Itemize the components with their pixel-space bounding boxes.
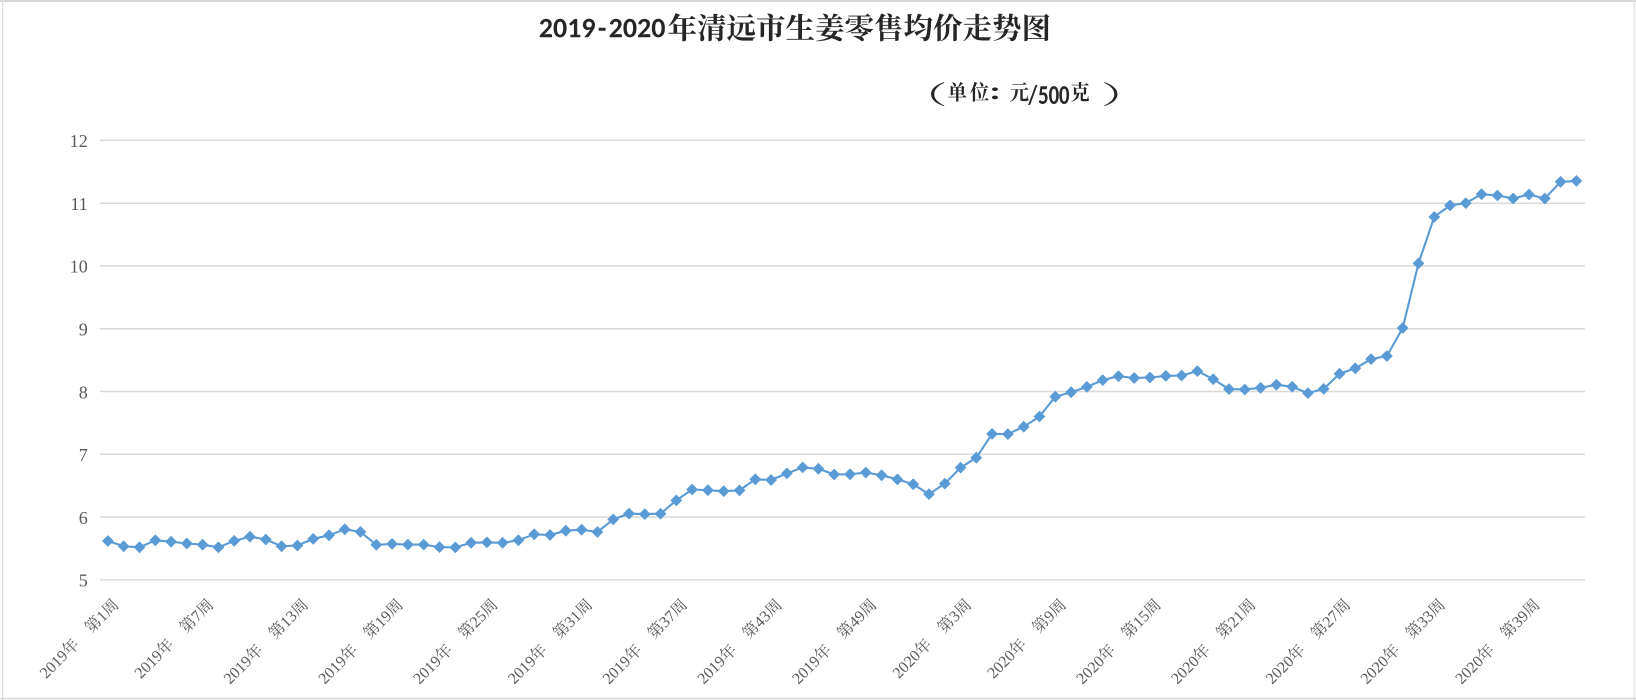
svg-text:9: 9 [79,320,88,340]
svg-text:15: 15 [1130,608,1153,631]
svg-text:31: 31 [562,608,585,631]
svg-text:5: 5 [79,571,88,591]
svg-text:9: 9 [1041,608,1059,626]
svg-text:7: 7 [188,608,206,626]
svg-text:10: 10 [70,257,88,277]
svg-text:2020: 2020 [984,647,1019,682]
svg-text:2019: 2019 [505,653,540,688]
svg-text:25: 25 [467,608,490,631]
svg-text:2020: 2020 [1358,653,1393,688]
svg-text:2020: 2020 [1263,653,1298,688]
svg-text:2019: 2019 [221,653,256,688]
svg-text:2019: 2019 [410,653,445,688]
svg-text:2019: 2019 [600,653,635,688]
svg-text:2020: 2020 [1073,653,1108,688]
svg-text:2019: 2019 [316,653,351,688]
svg-text:2020: 2020 [1452,653,1487,688]
svg-text:2019: 2019 [37,647,72,682]
svg-text:1: 1 [94,608,112,626]
svg-text:21: 21 [1225,608,1248,631]
svg-text:27: 27 [1320,608,1343,631]
svg-text:2019: 2019 [695,653,730,688]
svg-text:2019: 2019 [132,647,167,682]
svg-text:33: 33 [1414,608,1437,631]
svg-text:11: 11 [70,194,87,214]
svg-text:2020: 2020 [890,647,925,682]
svg-text:6: 6 [79,508,88,528]
svg-text:37: 37 [656,608,679,631]
svg-text:8: 8 [79,382,88,402]
svg-text:19: 19 [372,608,395,631]
svg-text:43: 43 [751,608,774,631]
svg-text:7: 7 [79,445,88,465]
svg-text:12: 12 [70,131,88,151]
svg-text:49: 49 [846,608,869,631]
svg-text:3: 3 [946,608,964,626]
svg-text:2020: 2020 [1168,653,1203,688]
svg-text:2019: 2019 [789,653,824,688]
svg-text:13: 13 [277,608,300,631]
svg-text:39: 39 [1509,608,1532,631]
